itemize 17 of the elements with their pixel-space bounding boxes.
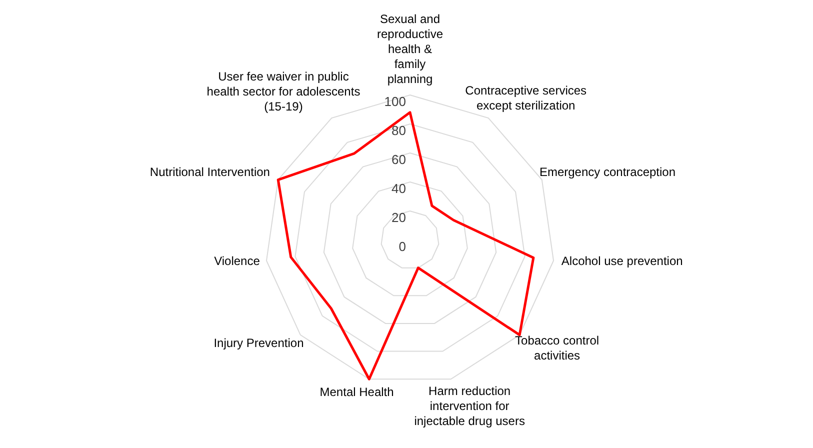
spoke-label: Sexual and reproductive health & family planning [376, 12, 444, 86]
y-tick-label: 80 [392, 123, 406, 138]
spoke-label: Contraceptive services except sterilization [465, 83, 587, 112]
spoke-label: Violence [214, 254, 260, 268]
y-tick-label: 0 [398, 239, 406, 254]
spoke-label: Emergency contraception [539, 165, 676, 180]
y-tick-label: 100 [384, 94, 406, 109]
spoke-label: Harm reduction intervention for injectable drug users [414, 384, 525, 428]
spoke-label: Alcohol use prevention [561, 254, 683, 268]
spoke-label: Nutritional Intervention [150, 165, 270, 180]
y-tick-label: 40 [392, 181, 406, 196]
spoke-label: Injury Prevention [214, 336, 304, 350]
spoke-label: User fee waiver in public health sector for adolescents (15-19) [206, 69, 360, 114]
spoke-label: Mental Health [320, 384, 394, 399]
y-tick-label: 20 [392, 210, 406, 225]
y-tick-label: 60 [392, 152, 406, 167]
spoke-label: Tobacco control activities [515, 334, 600, 363]
